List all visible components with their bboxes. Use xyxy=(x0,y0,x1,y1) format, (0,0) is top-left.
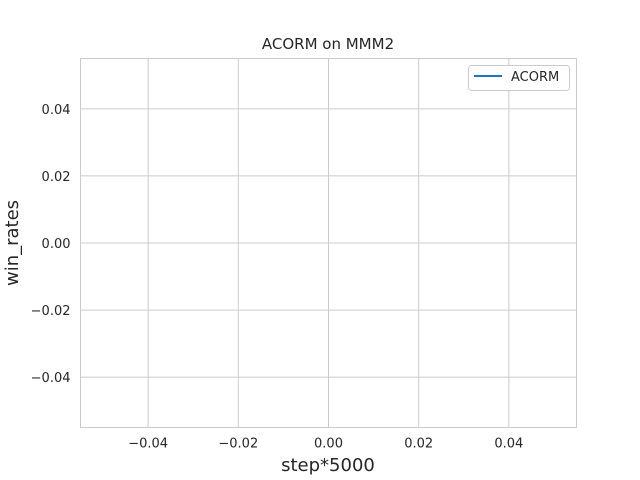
plot-frame xyxy=(80,58,577,428)
legend-label-acorm: ACORM xyxy=(511,70,559,85)
legend: ACORM xyxy=(468,65,570,91)
x-axis-label: step*5000 xyxy=(281,455,375,476)
y-tick-label: 0.04 xyxy=(42,103,71,118)
x-tick-labels: −0.04 −0.02 0.00 0.02 0.04 xyxy=(128,437,523,452)
y-tick-label: −0.04 xyxy=(31,371,71,386)
x-tick-label: 0.04 xyxy=(494,437,523,452)
x-tick-label: −0.02 xyxy=(218,437,258,452)
chart-title: ACORM on MMM2 xyxy=(262,35,394,53)
x-tick-label: 0.02 xyxy=(404,437,433,452)
y-axis-label: win_rates xyxy=(2,200,23,286)
x-tick-label: −0.04 xyxy=(128,437,168,452)
y-tick-label: 0.00 xyxy=(42,237,71,252)
legend-box xyxy=(468,65,570,91)
grid-lines xyxy=(80,58,577,428)
y-tick-labels: 0.04 0.02 0.00 −0.02 −0.04 xyxy=(31,103,71,386)
y-tick-label: 0.02 xyxy=(42,170,71,185)
y-tick-label: −0.02 xyxy=(31,304,71,319)
x-tick-label: 0.00 xyxy=(314,437,343,452)
